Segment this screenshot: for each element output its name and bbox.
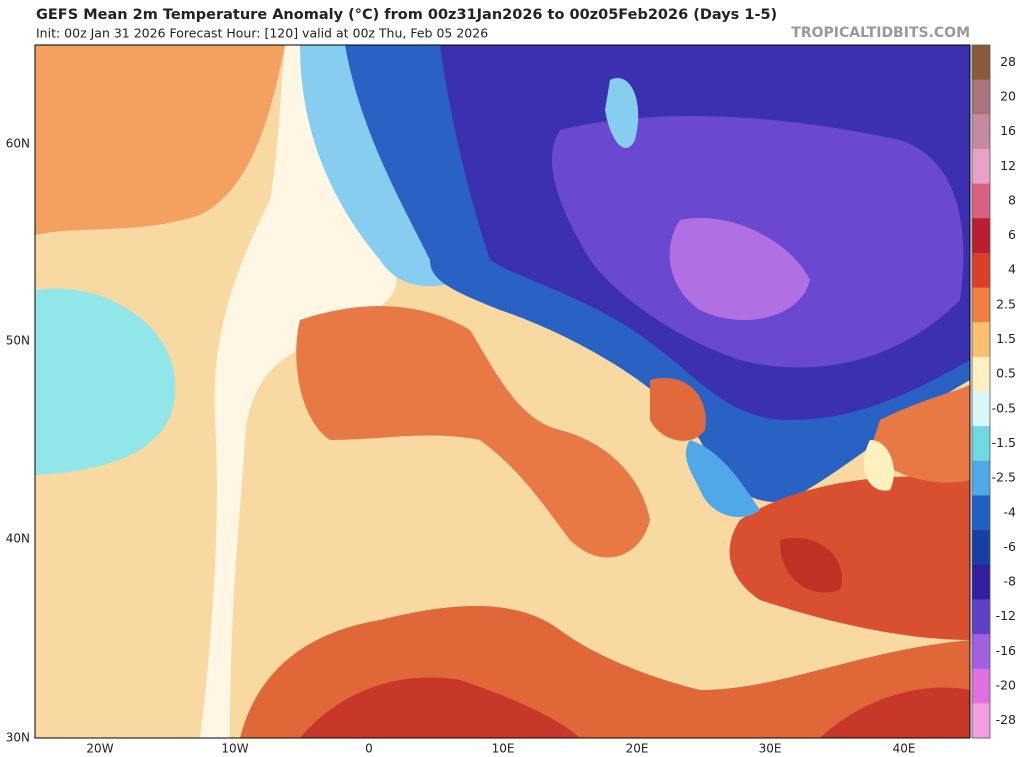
map <box>34 44 971 739</box>
lon-label: 40E <box>893 742 916 756</box>
colorbar-label: 2.5 <box>996 296 1016 311</box>
colorbar-swatch <box>972 218 990 254</box>
colorbar-label: -0.5 <box>992 400 1016 415</box>
title: GEFS Mean 2m Temperature Anomaly (°C) fr… <box>36 7 777 23</box>
colorbar-swatch <box>972 391 990 427</box>
colorbar-label: -6 <box>1004 539 1017 554</box>
colorbar-swatch <box>972 79 990 115</box>
colorbar-swatch <box>972 564 990 600</box>
lat-label: 30N <box>6 731 30 745</box>
colorbar-label: -16 <box>996 643 1016 658</box>
colorbar-label: 6 <box>1008 227 1016 242</box>
colorbar-label: 4 <box>1008 262 1016 277</box>
lat-label: 60N <box>6 137 30 151</box>
colorbar-label: -2.5 <box>992 470 1016 485</box>
colorbar-swatch <box>972 252 990 289</box>
colorbar-swatch <box>972 530 990 566</box>
colorbar-label: -28 <box>996 712 1016 727</box>
colorbar-swatch <box>972 148 990 185</box>
lon-label: 20E <box>626 742 649 756</box>
lon-label: 10E <box>492 742 515 756</box>
colorbar-label: 1.5 <box>996 331 1016 346</box>
colorbar-swatch <box>972 45 990 81</box>
colorbar-swatch <box>972 495 990 531</box>
colorbar-swatch <box>972 426 990 462</box>
lon-label: 20W <box>86 742 113 756</box>
subtitle: Init: 00z Jan 31 2026 Forecast Hour: [12… <box>36 26 488 41</box>
colorbar-label: 12 <box>1000 158 1016 173</box>
colorbar-label: -4 <box>1004 504 1017 519</box>
colorbar-label: 0.5 <box>996 366 1016 381</box>
colorbar-swatch <box>972 703 990 739</box>
lon-label: 30E <box>759 742 782 756</box>
colorbar-label: -12 <box>996 608 1016 623</box>
colorbar-label: -20 <box>996 678 1016 693</box>
watermark: TROPICALTIDBITS.COM <box>791 25 970 41</box>
colorbar-label: 16 <box>1000 123 1016 138</box>
lon-label: 0 <box>365 742 373 756</box>
lon-axis: 20W 10W 0 10E 20E 30E 40E <box>86 742 915 756</box>
colorbar-label: 8 <box>1008 192 1016 207</box>
colorbar-swatch <box>972 322 990 358</box>
colorbar: 28 20 16 12 8 6 4 2.5 1.5 0.5 -0.5 -1.5 -2.5 -4 -6 -8 -1… <box>971 44 1017 739</box>
colorbar-swatch <box>972 634 990 670</box>
colorbar-label: -8 <box>1004 574 1017 589</box>
colorbar-swatch <box>972 287 990 323</box>
colorbar-label: -1.5 <box>992 435 1016 450</box>
colorbar-swatch <box>972 668 990 704</box>
lon-label: 10W <box>221 742 248 756</box>
colorbar-swatch <box>972 114 990 150</box>
colorbar-swatch <box>972 460 990 496</box>
colorbar-swatch <box>972 183 990 219</box>
lat-axis: 60N 50N 40N 30N <box>6 137 30 745</box>
colorbar-label: 28 <box>1000 54 1016 69</box>
lat-label: 40N <box>6 532 30 546</box>
colorbar-swatch <box>972 356 990 392</box>
colorbar-label: 20 <box>1000 88 1016 103</box>
colorbar-swatch <box>972 599 990 635</box>
colorbar-frame <box>971 44 991 739</box>
lat-label: 50N <box>6 334 30 348</box>
